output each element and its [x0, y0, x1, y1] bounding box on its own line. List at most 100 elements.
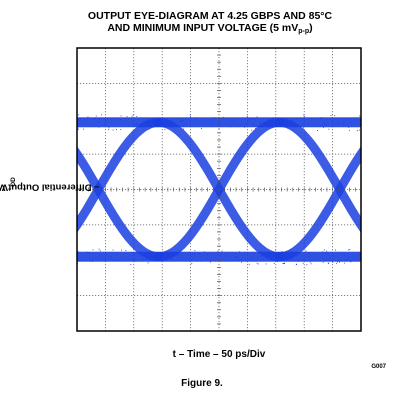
noise-dot — [279, 119, 281, 121]
noise-dot — [276, 260, 278, 262]
noise-dot — [251, 257, 253, 259]
noise-dot — [252, 118, 254, 119]
noise-dot — [283, 122, 285, 124]
noise-dot — [348, 118, 350, 120]
noise-dot — [308, 119, 309, 121]
noise-dot — [92, 249, 94, 251]
noise-dot — [257, 257, 259, 258]
noise-dot — [111, 122, 113, 124]
noise-dot — [322, 251, 324, 253]
noise-dot — [189, 114, 191, 116]
noise-dot — [307, 252, 309, 254]
noise-dot — [260, 255, 262, 257]
noise-dot — [335, 249, 336, 251]
noise-dot — [336, 263, 337, 265]
noise-dot — [229, 255, 231, 257]
noise-dot — [112, 249, 114, 251]
axis-ticks — [82, 54, 356, 325]
noise-dot — [159, 118, 161, 119]
noise-dot — [248, 263, 250, 265]
noise-dot — [148, 128, 150, 130]
noise-dot — [207, 254, 209, 256]
noise-dot — [273, 253, 275, 255]
noise-dot — [87, 116, 89, 118]
noise-dot — [212, 120, 214, 122]
noise-dot — [132, 114, 134, 116]
noise-dot — [305, 251, 306, 253]
noise-dot — [120, 129, 122, 130]
noise-dot — [218, 249, 220, 251]
noise-dot — [237, 125, 239, 127]
noise-dot — [161, 118, 163, 120]
noise-dot — [134, 260, 136, 262]
noise-dot — [314, 254, 316, 255]
noise-dot — [325, 124, 327, 126]
noise-dot — [101, 114, 102, 116]
noise-dot — [98, 126, 100, 128]
noise-dot — [339, 259, 341, 261]
noise-dot — [334, 115, 336, 116]
noise-dot — [133, 253, 135, 255]
noise-dot — [344, 262, 346, 264]
noise-dot — [265, 263, 267, 265]
noise-dot — [283, 263, 285, 265]
noise-dot — [310, 263, 312, 265]
noise-dot — [143, 129, 145, 130]
noise-dot — [257, 125, 259, 127]
noise-dot — [359, 255, 361, 257]
noise-dot — [93, 118, 95, 120]
noise-dot — [276, 261, 278, 262]
noise-dot — [147, 125, 149, 127]
noise-dot — [356, 130, 358, 132]
noise-dot — [203, 251, 205, 253]
noise-dot — [358, 129, 360, 131]
noise-dot — [116, 129, 117, 130]
ylabel-rest: – Differential Output Voltage – 160 mV/D… — [0, 181, 100, 193]
noise-dot — [170, 120, 172, 122]
noise-dot — [126, 117, 127, 119]
noise-dot — [112, 129, 114, 131]
noise-dot — [327, 255, 329, 256]
noise-dot — [99, 250, 101, 252]
noise-dot — [323, 126, 324, 128]
noise-dot — [330, 114, 332, 116]
noise-dot — [278, 118, 279, 120]
noise-dot — [293, 123, 295, 125]
noise-dot — [194, 250, 196, 252]
noise-dot — [290, 250, 292, 252]
noise-dot — [94, 118, 96, 119]
noise-dot — [295, 119, 297, 121]
noise-dot — [275, 249, 277, 251]
noise-dot — [257, 263, 259, 265]
noise-dot — [171, 258, 173, 260]
noise-dot — [244, 118, 246, 119]
noise-dot — [77, 128, 79, 130]
noise-dot — [213, 117, 215, 119]
noise-dot — [229, 126, 231, 128]
noise-dot — [147, 262, 149, 264]
noise-dot — [284, 262, 285, 264]
noise-dot — [346, 259, 347, 261]
noise-dot — [170, 126, 172, 128]
noise-dot — [120, 119, 122, 120]
noise-dot — [192, 253, 194, 255]
noise-dot — [189, 255, 191, 257]
noise-dot — [278, 260, 280, 262]
noise-dot — [154, 124, 156, 126]
noise-dot — [130, 264, 132, 266]
noise-dot — [334, 256, 336, 257]
noise-dot — [297, 260, 299, 262]
chart-title: OUTPUT EYE-DIAGRAM AT 4.25 GBPS AND 85°C… — [40, 10, 380, 38]
noise-dot — [309, 261, 311, 263]
noise-dot — [190, 116, 191, 118]
noise-dot — [131, 116, 133, 118]
noise-dot — [268, 126, 270, 128]
noise-dot — [182, 119, 184, 121]
noise-dot — [174, 128, 176, 130]
figure-caption: Figure 9. — [181, 378, 223, 389]
noise-dot — [306, 264, 308, 266]
noise-dot — [303, 127, 304, 129]
noise-dot — [302, 262, 304, 264]
noise-dot — [77, 250, 79, 252]
noise-dot — [359, 252, 360, 253]
